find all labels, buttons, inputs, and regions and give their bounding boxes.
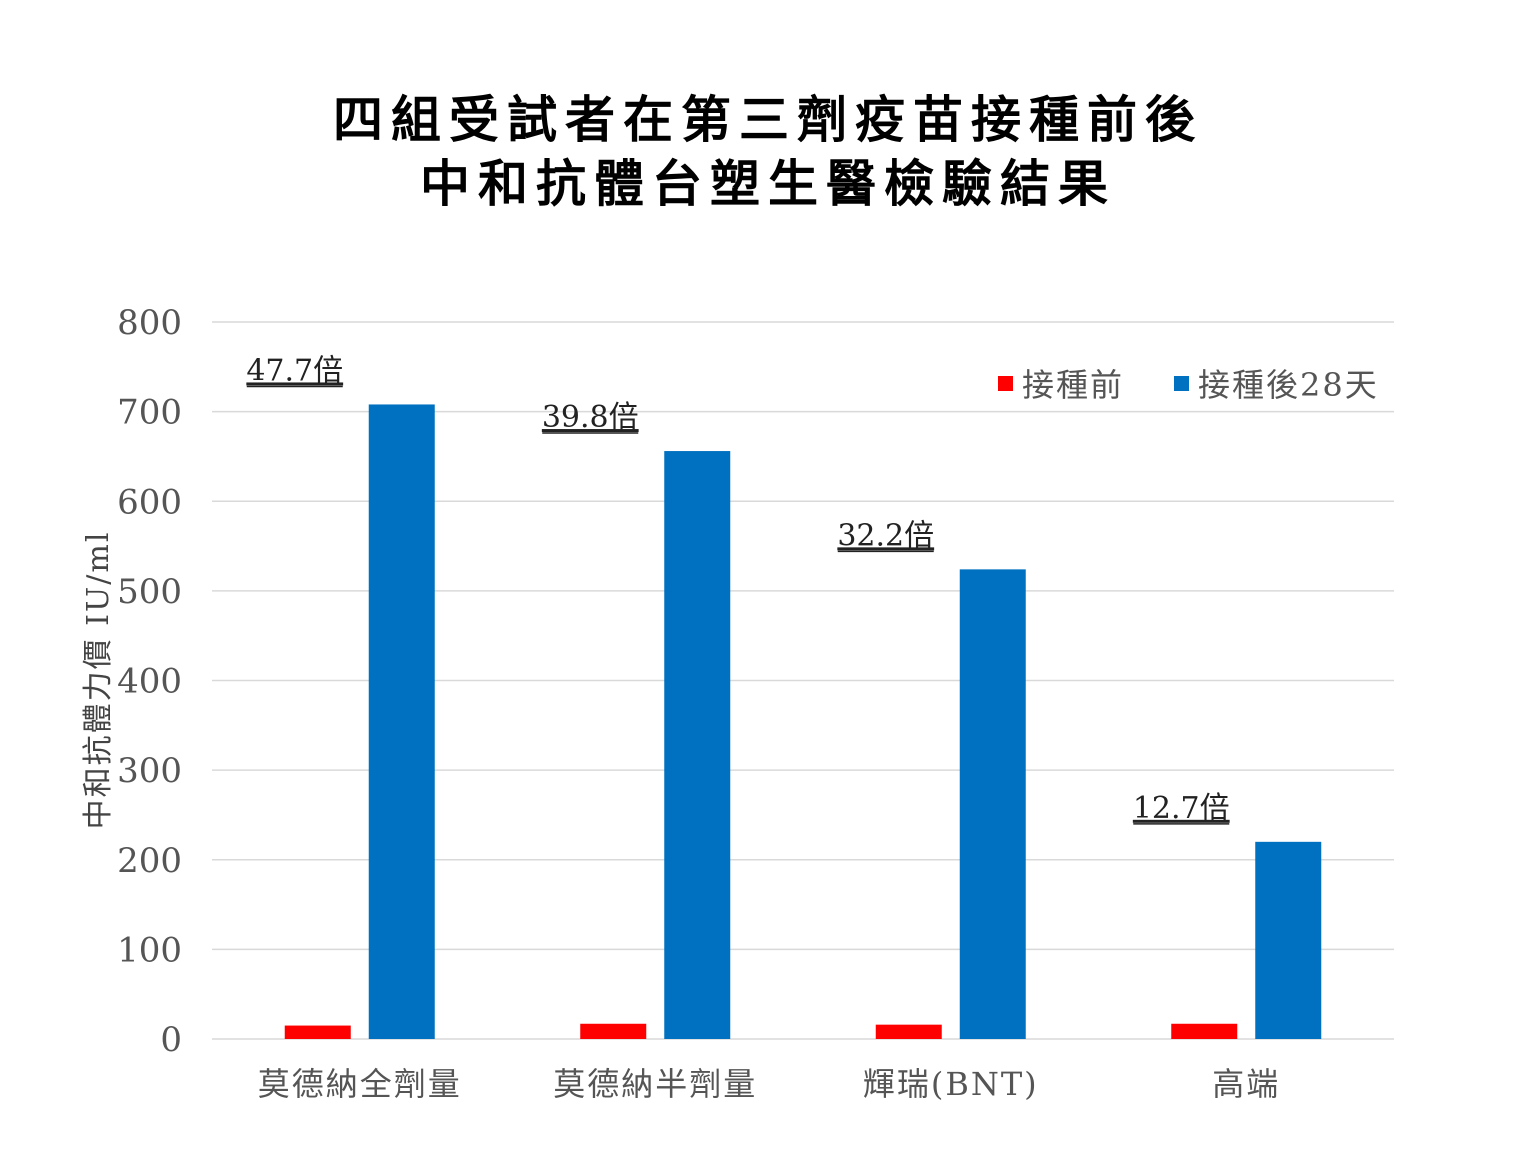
legend: 接種前 接種後28天	[998, 366, 1379, 404]
ratio-annotation: 39.8倍	[542, 400, 639, 435]
y-tick-label: 800	[117, 303, 182, 343]
ratio-annotation: 47.7倍	[246, 353, 343, 388]
y-tick-label: 200	[117, 841, 182, 881]
chart-title-line-1: 四組受試者在第三劑疫苗接種前後	[333, 90, 1203, 149]
bar-after-2	[959, 569, 1026, 1039]
y-tick-label: 600	[117, 482, 182, 522]
legend-swatch-1	[1174, 376, 1189, 391]
bar-before-2	[875, 1024, 942, 1039]
x-category-label: 輝瑞(BNT)	[863, 1065, 1039, 1103]
legend-swatch-0	[998, 376, 1013, 391]
ratio-annotation: 32.2倍	[837, 518, 934, 553]
x-category-label: 莫德納半劑量	[553, 1065, 757, 1103]
y-tick-label: 500	[117, 572, 182, 612]
y-axis-ticks: 0 100 200 300 400 500 600 700 800	[117, 303, 182, 1060]
y-axis-label: 中和抗體力價 IU/ml	[81, 531, 116, 830]
y-tick-label: 400	[117, 662, 182, 702]
ratio-annotations: 47.7倍 39.8倍 32.2倍 12.7倍	[246, 353, 1229, 825]
x-category-label: 莫德納全劑量	[258, 1065, 462, 1103]
bar-before-3	[1171, 1023, 1238, 1039]
bar-before-1	[580, 1023, 647, 1039]
chart-title-line-2: 中和抗體台塑生醫檢驗結果	[420, 154, 1116, 213]
y-tick-label: 100	[117, 930, 182, 970]
bar-after-0	[368, 404, 435, 1040]
ratio-annotation: 12.7倍	[1133, 791, 1230, 826]
legend-label-0: 接種前	[1022, 366, 1124, 404]
legend-label-1: 接種後28天	[1198, 366, 1379, 404]
x-category-label: 高端	[1212, 1065, 1280, 1103]
bar-before-0	[284, 1025, 351, 1039]
bar-after-3	[1255, 841, 1322, 1039]
x-axis-categories: 莫德納全劑量 莫德納半劑量 輝瑞(BNT) 高端	[258, 1065, 1280, 1103]
y-tick-label: 300	[117, 751, 182, 791]
chart-title: 四組受試者在第三劑疫苗接種前後 中和抗體台塑生醫檢驗結果	[0, 88, 1536, 216]
bar-after-1	[664, 451, 731, 1039]
y-tick-label: 700	[117, 393, 182, 433]
bars	[284, 404, 1322, 1040]
y-tick-label: 0	[160, 1020, 182, 1060]
